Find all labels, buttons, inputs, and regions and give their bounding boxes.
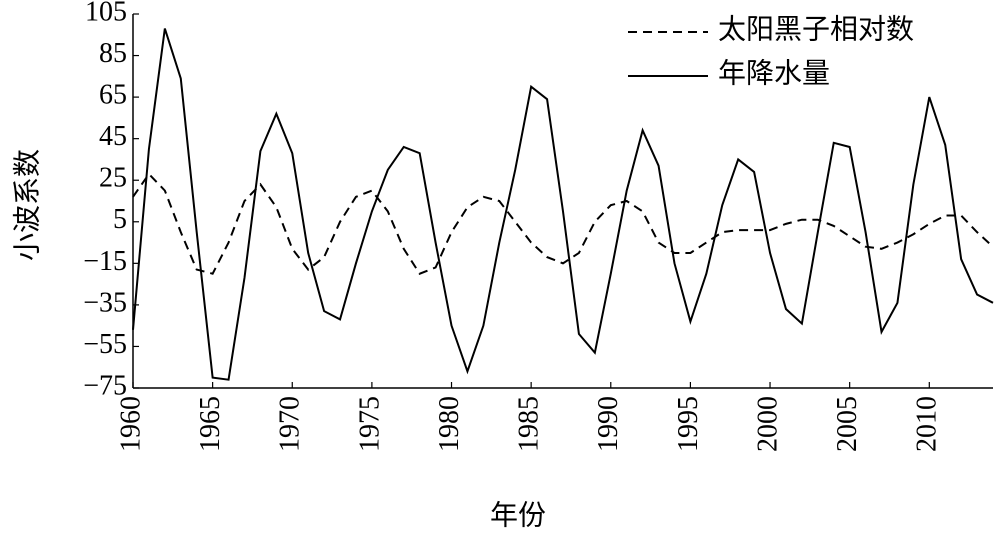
x-tick-label: 1995: [673, 396, 704, 452]
series-line: [132, 28, 994, 381]
y-tick-label: 85: [99, 38, 127, 69]
x-axis-label: 年份: [490, 499, 546, 531]
y-tick-label: −55: [83, 329, 127, 360]
x-tick-label: 1970: [275, 396, 306, 452]
x-tick-label: 2005: [832, 396, 863, 452]
legend-label: 年降水量: [718, 57, 830, 89]
x-tick-label: 2010: [912, 396, 943, 452]
x-tick-label: 2000: [752, 396, 783, 452]
x-tick-label: 1975: [354, 396, 385, 452]
y-tick-label: −15: [83, 246, 127, 277]
y-tick-label: 5: [113, 204, 127, 235]
y-tick-label: 65: [99, 80, 127, 111]
y-axis-label: 小波系数: [11, 149, 43, 261]
x-tick-label: 1990: [593, 396, 624, 452]
x-tick-label: 1960: [115, 396, 146, 452]
y-tick-label: 105: [85, 0, 127, 27]
y-tick-label: −35: [83, 287, 127, 318]
x-tick-label: 1965: [195, 396, 226, 452]
legend-label: 太阳黑子相对数: [718, 13, 914, 45]
x-tick-label: 1985: [514, 396, 545, 452]
y-tick-label: −75: [83, 370, 127, 401]
series-line: [132, 172, 994, 275]
y-tick-label: 45: [99, 121, 127, 152]
y-tick-label: 25: [99, 163, 127, 194]
x-tick-label: 1980: [434, 396, 465, 452]
